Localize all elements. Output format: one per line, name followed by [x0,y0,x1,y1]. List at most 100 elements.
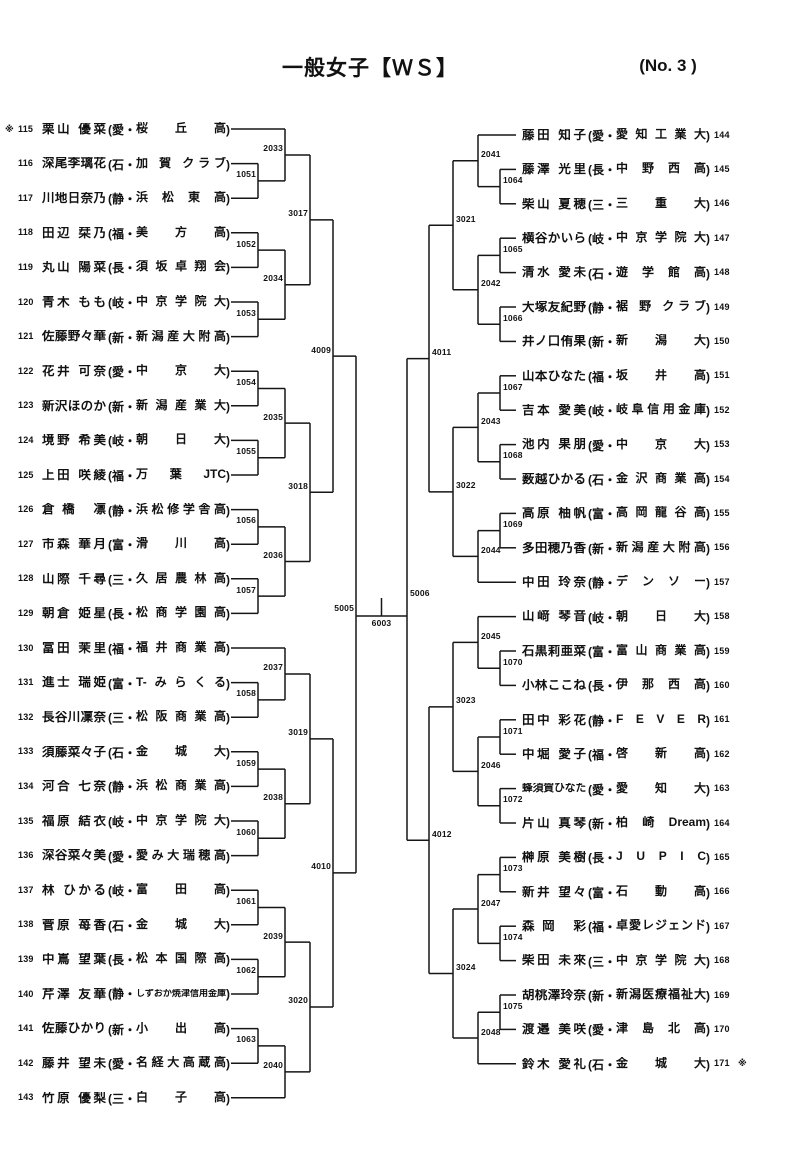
player-affiliation: (富・滑 川 高) [108,537,230,551]
player-affiliation: (新・柏崎Dream) [588,816,710,830]
paren-close: ) [226,157,231,172]
player-row: 142 藤井 望未 (愛・名経大高蔵高) [5,1055,230,1071]
separator-dot: ・ [124,953,137,968]
player-row: 134 河合 七奈 (静・浜 松 商 業 高) [5,778,230,794]
paren-close: ) [226,780,231,795]
player-number: 126 [18,504,34,515]
prefecture-code: 長 [112,261,125,276]
player-name: 倉橋 凛 [42,503,106,516]
paren-open: ( [108,987,112,1001]
player-affiliation: (富・富 山 商 業 高) [588,644,710,658]
player-affiliation: (静・裾 野 クラブ) [588,300,710,314]
paren-open: ( [588,129,592,143]
paren-open: ( [108,1091,112,1106]
player-row: 132 長谷川凜奈 (三・松 阪 商 業 高) [5,709,230,725]
paren-open: ( [588,335,592,350]
paren-close: ) [706,817,711,831]
separator-dot: ・ [124,1057,137,1072]
player-row: 122 花井 可奈 (愛・中 京 大) [5,363,230,379]
player-affiliation: (三・中 京 学 院 大) [588,954,710,968]
match-number: 2034 [263,273,283,284]
paren-close: ) [706,576,711,591]
prefecture-code: 三 [112,1091,125,1106]
separator-dot: ・ [124,607,137,622]
player-affiliation: (静・しずおか焼津信用金庫) [108,988,230,1000]
player-number: 124 [18,434,34,445]
paren-close: ) [226,503,231,518]
paren-open: ( [108,918,112,933]
player-row: ※ 115 栗山 優菜 (愛・桜 丘 高) [5,121,230,137]
paren-close: ) [706,335,711,350]
player-name: 竹原 優梨 [42,1091,106,1105]
paren-close: ) [226,815,231,829]
player-number: 136 [18,850,34,861]
prefecture-code: 長 [592,851,605,866]
player-row: 128 山際 千尋 (三・久 居 農 林 高) [5,571,230,587]
club-name: 愛 知 工 業 大 [616,128,707,140]
match-number: 3023 [456,695,476,706]
match-number: 3019 [288,727,308,738]
prefecture-code: 静 [112,987,125,1001]
separator-dot: ・ [124,572,137,587]
separator-dot: ・ [604,1023,617,1038]
match-number: 1053 [236,307,256,318]
prefecture-code: 石 [592,1057,605,1072]
paren-close: ) [226,1022,231,1037]
player-number: 140 [18,988,34,999]
match-number: 3018 [288,480,308,491]
paren-close: ) [706,129,711,143]
separator-dot: ・ [604,197,617,212]
paren-open: ( [108,503,112,518]
separator-dot: ・ [604,404,617,419]
paren-close: ) [706,679,711,694]
match-number: 4011 [432,347,452,358]
player-affiliation: (石・金 城 大) [588,1057,710,1071]
club-name: 遊 学 館 高 [616,265,707,278]
player-affiliation: (岐・中 京 学 院 大) [108,295,230,309]
match-number: 1058 [236,688,256,699]
club-name: 坂 井 高 [616,368,707,381]
player-name: 上田 咲綾 [42,468,106,482]
player-affiliation: (福・万 葉 JTC) [108,468,230,482]
match-number: 1066 [503,312,523,323]
paren-close: ) [226,226,231,241]
paren-open: ( [588,576,592,591]
paren-open: ( [108,365,112,380]
match-number: 1059 [236,757,256,768]
paren-open: ( [108,884,112,899]
player-name: 境野 希美 [42,434,106,447]
club-name: 富 田 高 [136,883,227,896]
player-name: 石黒莉亜菜 [522,644,586,658]
separator-dot: ・ [124,815,137,829]
player-name: 田中 彩花 [522,713,586,727]
club-name: 愛 知 大 [616,781,707,794]
paren-close: ) [226,399,231,414]
player-name: 芹澤 友華 [42,987,106,1001]
club-name: 津 島 北 高 [616,1022,707,1035]
separator-dot: ・ [604,507,617,522]
prefecture-code: 富 [112,538,125,553]
player-number: 152 [714,404,730,415]
paren-close: ) [226,711,231,726]
club-name: T-みらくる [136,675,227,688]
player-name: 山際 千尋 [42,572,106,586]
club-name: 岐阜信用金庫 [616,403,707,416]
separator-dot: ・ [604,232,617,247]
prefecture-code: 愛 [592,1023,605,1038]
match-number: 3022 [456,480,476,491]
paren-open: ( [108,572,112,587]
prefecture-code: 新 [592,817,605,831]
paren-open: ( [108,607,112,622]
paren-close: ) [706,610,711,625]
player-number: 141 [18,1023,34,1034]
paren-open: ( [108,434,112,449]
player-name: 森岡 彩 [522,919,586,933]
club-name: 金 沢 商 業 高 [616,472,707,484]
separator-dot: ・ [124,399,137,414]
paren-open: ( [588,197,592,212]
player-name: 林 ひかる [42,883,106,897]
player-number: 115 [18,123,34,134]
paren-close: ) [706,232,711,247]
player-row: 116 深尾李璃花 (石・加 賀 クラブ) [5,156,230,172]
player-number: 151 [714,370,730,381]
